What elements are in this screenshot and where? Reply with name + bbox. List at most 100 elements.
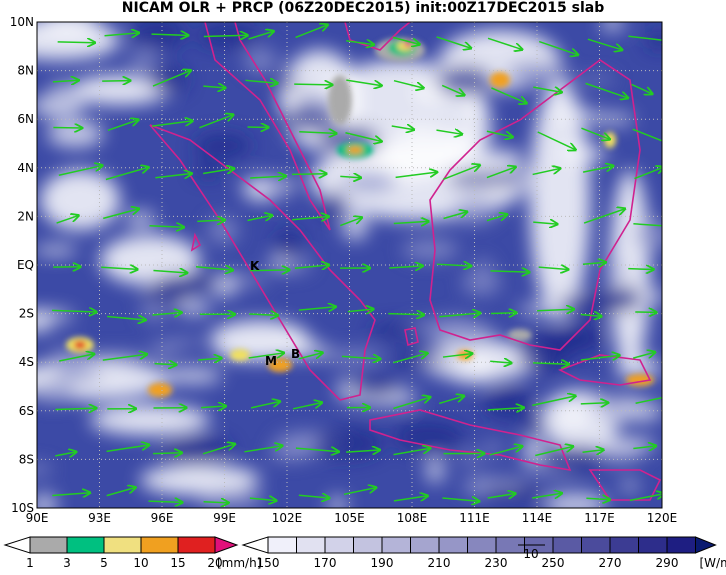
lon-label: 93E [88, 511, 111, 525]
wind-arrow [102, 81, 130, 82]
cloud [427, 457, 444, 483]
place-label: K [250, 259, 260, 273]
rain-cell [328, 75, 352, 125]
cloud [348, 376, 399, 397]
colorbar-cell [639, 537, 668, 553]
cloud [547, 109, 599, 120]
colorbar-cell [104, 537, 141, 553]
cloud [343, 170, 397, 193]
cloud [604, 263, 626, 275]
cloud [402, 238, 458, 261]
colorbar-cell [30, 537, 67, 553]
colorbar-unit: [W/m^2] [700, 556, 726, 570]
cloud [509, 64, 571, 82]
cloud [50, 83, 70, 93]
colorbar-cell [382, 537, 411, 553]
colorbar-label: 230 [485, 556, 508, 570]
wind-arrow [204, 502, 229, 503]
cloud [162, 368, 222, 384]
colorbar-label: 270 [599, 556, 622, 570]
cloud [129, 49, 159, 70]
cloud [557, 409, 589, 426]
cloud [368, 323, 422, 339]
cloud [523, 416, 546, 434]
cloud [125, 211, 155, 226]
cloud [47, 120, 103, 147]
cloud [436, 66, 493, 96]
plot-area [0, 10, 676, 516]
colorbar-cell [141, 537, 178, 553]
cloud [195, 161, 222, 178]
cloud [558, 145, 608, 162]
cloud [540, 446, 603, 471]
cloud [194, 133, 251, 158]
colorbar-end [696, 537, 716, 553]
colorbar-cell [67, 537, 104, 553]
colorbar-cell [268, 537, 297, 553]
colorbar-cell [553, 537, 582, 553]
cloud [474, 259, 492, 269]
colorbar-cell [439, 537, 468, 553]
cloud [576, 75, 616, 83]
rain-cell [74, 341, 86, 349]
colorbar-label: 170 [314, 556, 337, 570]
cloud [601, 15, 624, 31]
colorbar-cell [610, 537, 639, 553]
colorbar-unit: [mm/h] [217, 556, 261, 570]
colorbar-label: 10 [133, 556, 148, 570]
cloud [276, 228, 302, 260]
cloud [342, 214, 368, 240]
cloud [463, 270, 501, 295]
lon-label: 96E [151, 511, 174, 525]
lon-label: 120E [647, 511, 678, 525]
lat-label: 6N [17, 112, 34, 126]
lon-label: 99E [213, 511, 236, 525]
colorbar-label: 250 [542, 556, 565, 570]
rain-cell [230, 349, 250, 361]
cloud [140, 465, 260, 495]
lat-label: 8S [19, 452, 34, 466]
lat-label: 6S [19, 404, 34, 418]
cloud [517, 337, 572, 372]
cloud [504, 149, 521, 162]
lat-label: 4S [19, 355, 34, 369]
lon-label: 114E [522, 511, 553, 525]
cloud [470, 350, 489, 372]
place-label: M [265, 354, 277, 368]
colorbar-end [215, 537, 237, 553]
place-label: B [291, 347, 300, 361]
colorbar-label: 5 [100, 556, 108, 570]
wind-arrow [628, 269, 653, 270]
colorbar-cell [297, 537, 326, 553]
colorbar-label: 15 [170, 556, 185, 570]
lon-label: 111E [459, 511, 490, 525]
wind-arrow [491, 313, 516, 314]
cloud [31, 94, 85, 117]
lon-label: 108E [397, 511, 428, 525]
wind-arrow [153, 453, 181, 454]
cloud [245, 179, 271, 200]
cloud [398, 125, 443, 138]
rain-cell [490, 72, 510, 88]
cloud [54, 367, 102, 384]
lon-label: 105E [334, 511, 365, 525]
lat-label: 4N [17, 161, 34, 175]
lon-label: 102E [272, 511, 303, 525]
colorbar-label: 1 [26, 556, 34, 570]
wind-arrow [294, 84, 332, 85]
cloud [149, 341, 177, 358]
colorbar-label: 210 [428, 556, 451, 570]
colorbar-label: 190 [371, 556, 394, 570]
lon-label: 117E [584, 511, 615, 525]
cloud [244, 48, 277, 74]
cloud [437, 131, 497, 144]
lat-label: EQ [17, 258, 34, 272]
wind-arrow [292, 174, 326, 175]
lat-label: 2S [19, 307, 34, 321]
colorbar-cell [582, 537, 611, 553]
lat-label: 2N [17, 209, 34, 223]
cloud [314, 427, 383, 459]
rain-cell [604, 132, 616, 148]
